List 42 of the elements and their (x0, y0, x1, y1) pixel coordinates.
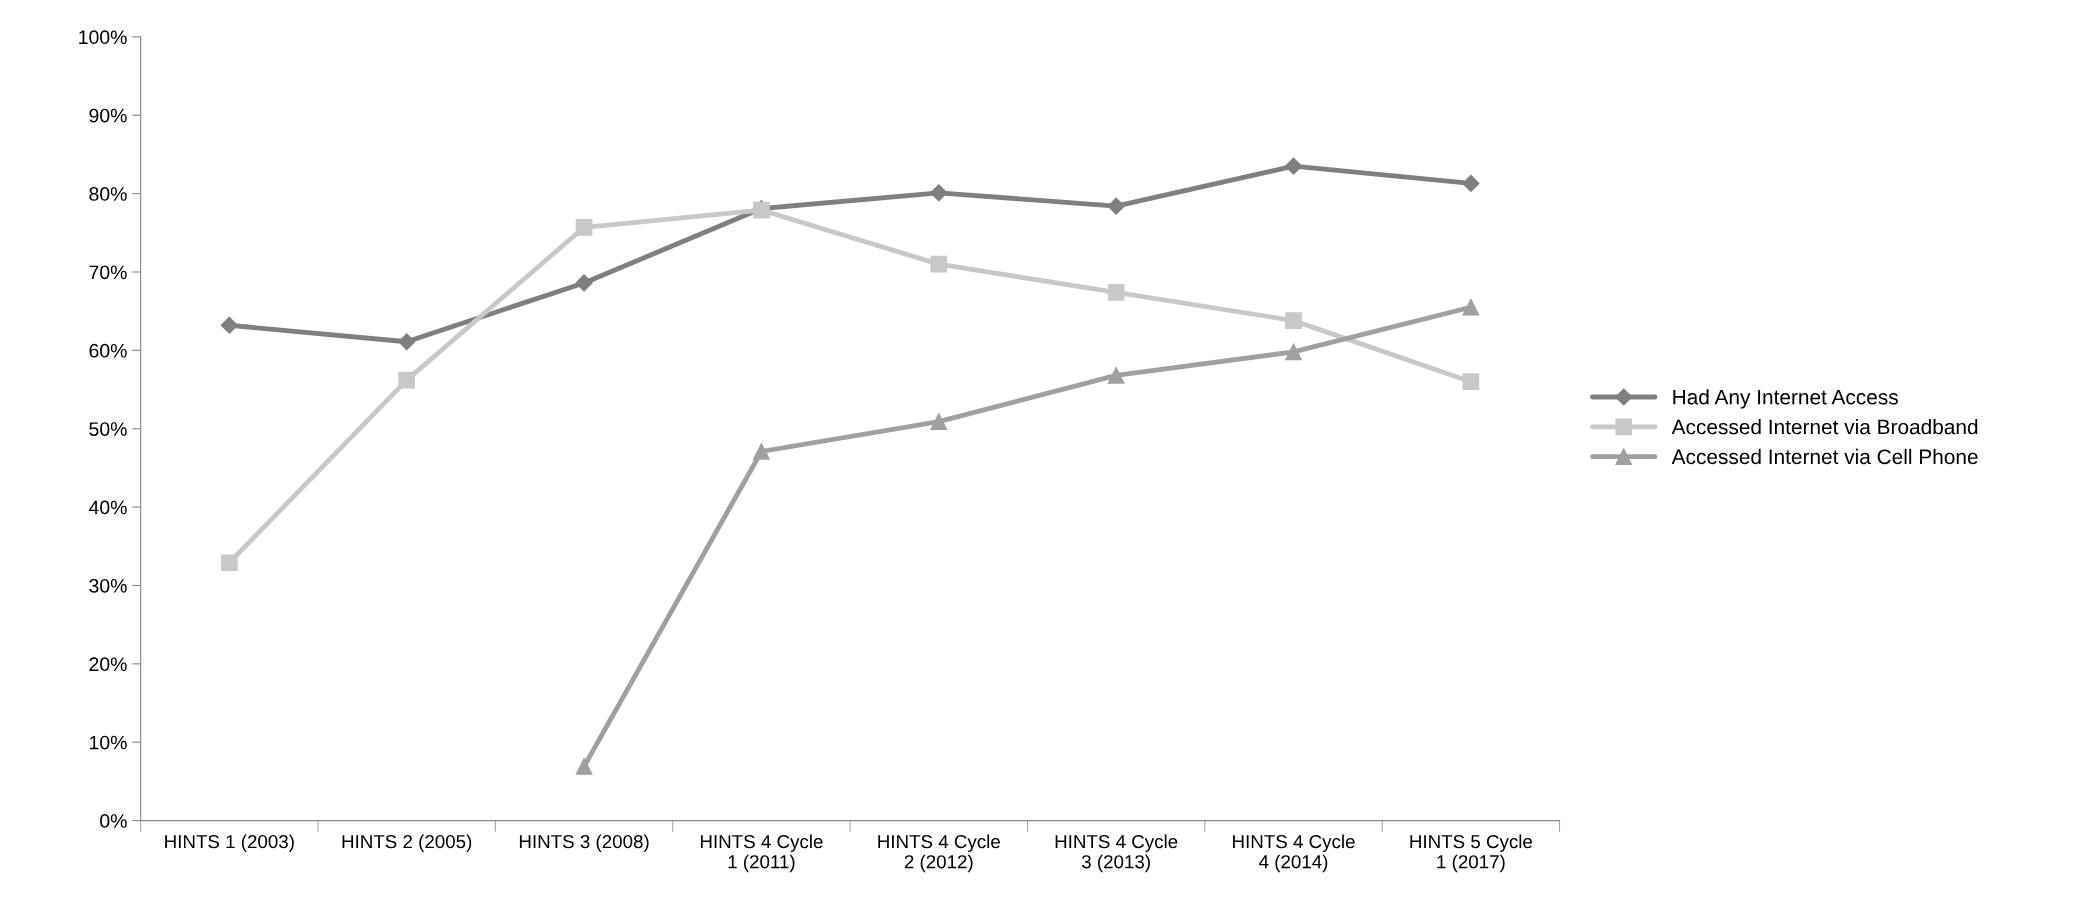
point (1462, 298, 1480, 316)
point (1462, 174, 1480, 192)
y-tick-label: 10% (90, 735, 127, 750)
y-tick-label: 0% (100, 814, 127, 828)
y-tick-label: 50% (89, 422, 127, 436)
y-tick-label: 30% (89, 578, 127, 593)
point (398, 371, 416, 389)
legend-label: Had Any Internet Access (1673, 389, 1898, 409)
point (930, 413, 948, 431)
y-tick-label: 70% (89, 265, 127, 280)
y-tick-label: 80% (89, 187, 127, 201)
x-tick-label: HINTS 4 Cycle 3 (2013) (1055, 834, 1178, 873)
point (575, 758, 593, 775)
legend-label: Accessed Internet via Broadband (1671, 419, 1978, 435)
x-tick-label: HINTS 4 Cycle 2 (2012) (878, 834, 1000, 873)
y-tick-label: 90% (89, 108, 127, 123)
x-tick-label: HINTS 4 Cycle 4 (2014) (1233, 834, 1355, 873)
point (1107, 284, 1125, 301)
y-tick-label: 20% (89, 657, 127, 672)
y-tick-label: 60% (89, 343, 127, 358)
point (1462, 373, 1480, 391)
x-tick-label: HINTS 2 (2005) (342, 834, 472, 852)
legend-label: Accessed Internet via Cell Phone (1671, 448, 1978, 465)
point (1285, 343, 1302, 361)
x-tick-label: HINTS 1 (2003) (165, 834, 294, 852)
point (398, 333, 416, 351)
x-tick-label: HINTS 3 (2008) (519, 834, 649, 852)
x-tick-label: HINTS 5 Cycle 1 (2017) (1410, 834, 1533, 873)
point (1107, 367, 1125, 384)
point (1107, 197, 1125, 215)
y-tick-label: 100% (79, 30, 127, 45)
point (930, 184, 948, 202)
point (220, 554, 238, 572)
point (1285, 312, 1302, 329)
point (753, 443, 770, 460)
point (575, 274, 593, 292)
point (930, 255, 948, 273)
point (220, 316, 238, 334)
y-tick-label: 40% (88, 500, 127, 515)
x-tick-label: HINTS 4 Cycle 1 (2011) (700, 834, 823, 873)
point (575, 218, 593, 236)
point (1284, 157, 1303, 175)
